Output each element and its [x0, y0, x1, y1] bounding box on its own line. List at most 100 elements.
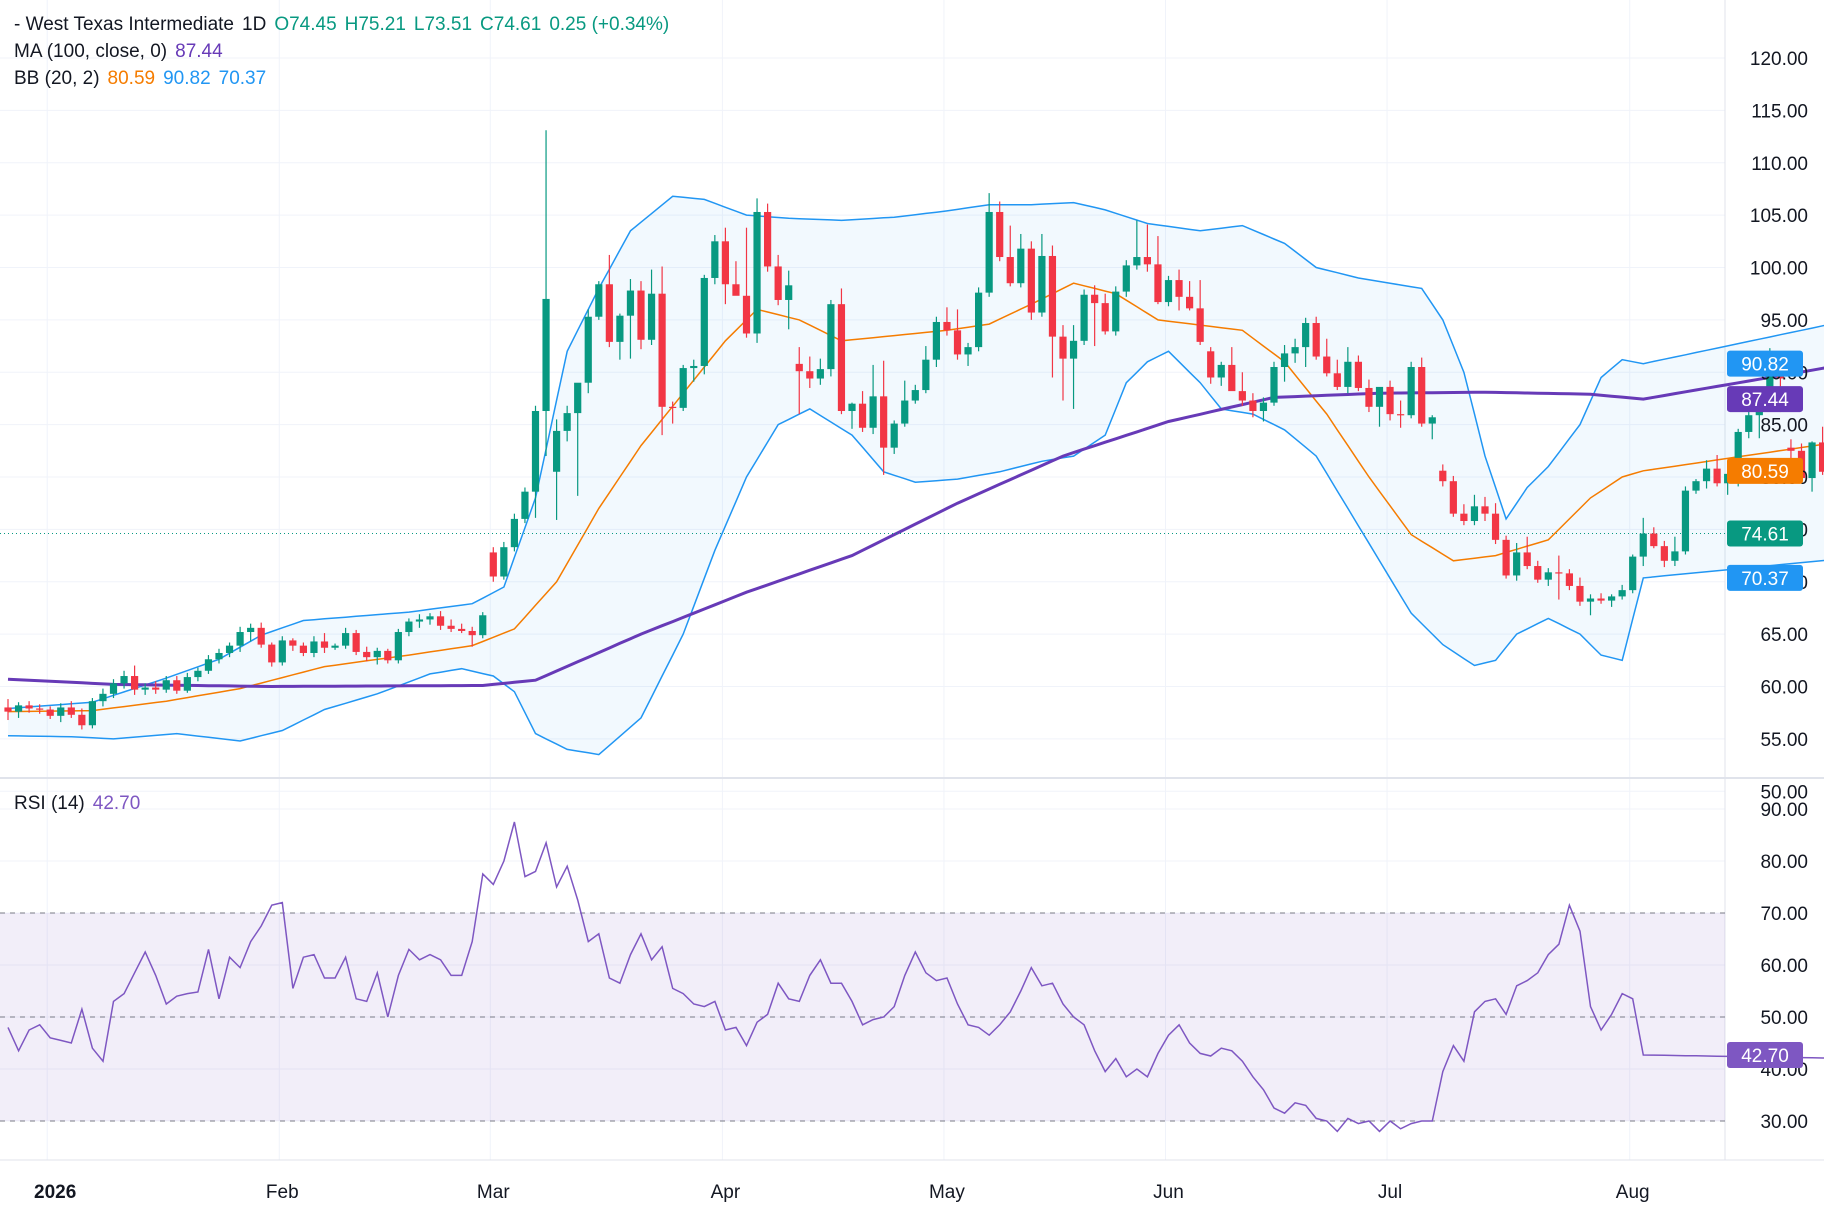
candle-body	[1291, 347, 1299, 354]
candle-body	[1418, 367, 1426, 424]
ma-value: 87.44	[175, 41, 223, 62]
candle-body	[880, 396, 888, 448]
candle-body	[1397, 414, 1405, 416]
candle-body	[1502, 539, 1510, 576]
candle-body	[774, 266, 782, 300]
candle-body	[605, 284, 613, 342]
ma-label: MA (100, close, 0)	[14, 41, 168, 62]
candle-body	[848, 403, 856, 412]
candle-body	[1323, 356, 1331, 374]
candle-body	[46, 709, 54, 716]
candle-body	[827, 304, 835, 370]
candle-body	[721, 241, 729, 285]
candle-body	[236, 632, 244, 646]
time-axis-label: 2026	[34, 1182, 76, 1203]
candle-body	[14, 705, 23, 712]
candle-body	[1734, 431, 1742, 474]
candle-body	[289, 640, 297, 646]
candle-body	[1470, 506, 1479, 521]
time-axis-label: Aug	[1616, 1182, 1650, 1203]
time-axis-label: May	[929, 1182, 965, 1203]
price-tick-label: 120.00	[1750, 49, 1808, 70]
low-value: L73.51	[413, 14, 473, 35]
candle-body	[1513, 552, 1521, 576]
candle-body	[658, 293, 666, 407]
price-axis-label: 80.59	[1741, 462, 1789, 483]
candle-body	[1491, 513, 1500, 540]
candle-body	[1365, 387, 1373, 407]
candle-body	[225, 645, 234, 653]
candle-body	[574, 382, 582, 414]
bb-legend: BB (20, 2) 80.59 90.82 70.37	[14, 68, 274, 90]
rsi-tick-label: 50.00	[1760, 1008, 1808, 1029]
candle-body	[1819, 442, 1824, 472]
candle-body	[468, 630, 476, 636]
rsi-legend: RSI (14) 42.70	[14, 793, 148, 815]
candle-body	[616, 315, 624, 342]
ma-line	[7, 366, 1824, 689]
rsi-tick-label: 60.00	[1760, 956, 1808, 977]
candle-body	[458, 628, 466, 631]
candle-body	[1164, 280, 1173, 303]
candle-body	[1534, 566, 1542, 580]
rsi-axis-label-bg	[1727, 1041, 1803, 1068]
candle-body	[1333, 373, 1341, 387]
candle-body	[363, 651, 371, 658]
candle-body	[1069, 340, 1078, 359]
candle-body	[426, 616, 434, 620]
rsi-tick-label: 70.00	[1760, 904, 1808, 925]
candle-body	[1259, 402, 1268, 412]
price-tick-label: 95.00	[1760, 311, 1808, 332]
candle-body	[1481, 506, 1489, 514]
candle-body	[1375, 386, 1384, 407]
price-axis-label: 90.82	[1741, 355, 1789, 376]
candle-body	[1650, 533, 1658, 547]
candle-body	[342, 633, 350, 646]
candle-body	[67, 707, 75, 715]
candle-body	[521, 491, 529, 519]
time-axis-label: Jun	[1153, 1182, 1184, 1203]
candle-body	[331, 645, 339, 648]
price-tick-label: 110.00	[1751, 154, 1808, 175]
candle-body	[1101, 303, 1109, 332]
candle-body	[436, 616, 445, 626]
price-axis-label-bg	[1727, 520, 1803, 547]
candle-body	[732, 284, 740, 296]
candle-body	[447, 625, 455, 629]
rsi-tick-label: 30.00	[1760, 1112, 1808, 1133]
candle-body	[1808, 442, 1816, 479]
candle-body	[785, 285, 793, 300]
price-tick-label: 100.00	[1750, 259, 1808, 280]
candle-body	[1091, 294, 1099, 304]
ma-legend: MA (100, close, 0) 87.44	[14, 41, 231, 63]
candle-body	[911, 390, 919, 401]
candle-body	[953, 330, 962, 355]
candle-body	[1702, 468, 1711, 482]
candle-body	[510, 518, 518, 548]
bb-label: BB (20, 2)	[14, 68, 100, 89]
candle-body	[352, 633, 360, 652]
candle-body	[88, 701, 96, 726]
candle-body	[299, 645, 307, 653]
price-axis-label-bg	[1727, 457, 1803, 484]
candle-body	[1713, 468, 1721, 484]
bb-lower-line	[7, 350, 1824, 756]
candle-body	[1639, 533, 1647, 557]
price-tick-label: 105.00	[1750, 206, 1808, 227]
candle-body	[57, 707, 65, 716]
open-value: O74.45	[274, 14, 337, 35]
candle-body	[1608, 596, 1616, 601]
candle-body	[109, 683, 118, 694]
candle-body	[837, 304, 846, 412]
candle-body	[257, 627, 265, 645]
price-tick-label: 115.00	[1751, 101, 1808, 122]
candle-body	[1439, 470, 1447, 482]
candle-body	[405, 621, 413, 633]
candle-body	[1154, 264, 1162, 303]
candle-body	[943, 321, 951, 331]
price-tick-label: 60.00	[1760, 678, 1808, 699]
candle-body	[1080, 294, 1088, 341]
candle-body	[1312, 323, 1320, 357]
candle-body	[700, 277, 708, 366]
